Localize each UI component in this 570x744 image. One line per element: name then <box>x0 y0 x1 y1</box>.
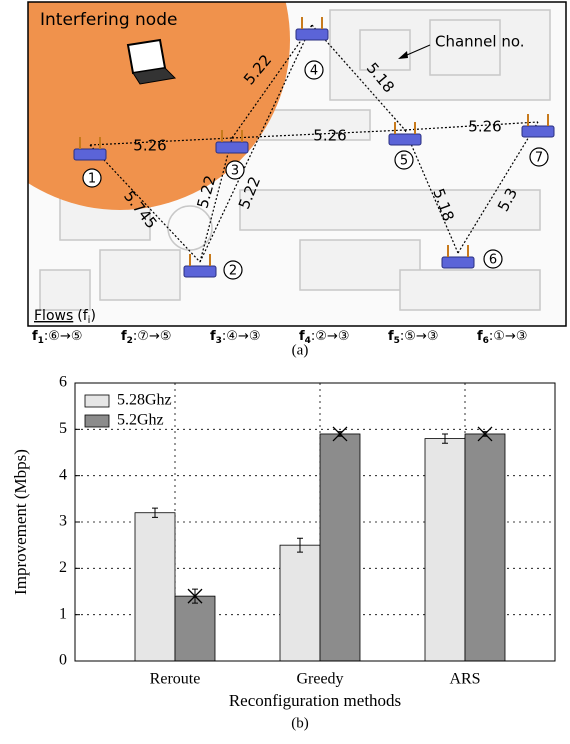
x-axis-title: Reconfiguration methods <box>229 691 401 710</box>
legend-swatch <box>85 395 109 407</box>
flow: f1:⑥→⑤ <box>32 329 83 346</box>
flow-route: :⑥→⑤ <box>44 329 83 344</box>
y-tick-label: 4 <box>59 466 67 483</box>
router <box>389 134 421 145</box>
y-tick-label: 0 <box>59 652 67 669</box>
figure: Interfering node Channel no. 5.265.225.1… <box>0 0 570 744</box>
router <box>442 257 474 268</box>
legend-label: 5.28Ghz <box>117 392 172 409</box>
node-label: 5 <box>400 154 408 169</box>
flows-close: ) <box>90 308 95 324</box>
node-label: 7 <box>535 151 543 166</box>
node-label: 3 <box>231 164 239 179</box>
bar <box>425 439 465 661</box>
y-axis-title: Improvement (Mbps) <box>11 449 30 595</box>
legend-label: 5.2Ghz <box>117 412 164 429</box>
flows-heading: Flows(fi) <box>34 308 96 326</box>
router <box>296 29 328 40</box>
legend-swatch <box>85 415 109 427</box>
bar <box>135 513 175 661</box>
x-tick-label: Reroute <box>150 671 201 688</box>
bar <box>465 434 505 661</box>
router <box>184 266 216 277</box>
annotation: Channel no. <box>435 33 525 51</box>
caption: (a) <box>292 342 309 358</box>
flow: f6:①→③ <box>477 329 528 346</box>
link-label: 5.26 <box>313 127 346 145</box>
flow-route: :①→③ <box>489 329 528 344</box>
router <box>74 149 106 160</box>
flow: f2:⑦→⑤ <box>121 329 172 346</box>
annotation: Interfering node <box>40 10 177 30</box>
link-label: 5.26 <box>133 137 166 155</box>
y-tick-label: 3 <box>59 513 67 530</box>
flow-route: :⑤→③ <box>400 329 439 344</box>
bar <box>280 545 320 661</box>
flow-route: :②→③ <box>311 329 350 344</box>
y-tick-label: 1 <box>59 605 67 622</box>
node-label: 1 <box>88 172 96 187</box>
router <box>522 126 554 137</box>
node-label: 6 <box>489 253 497 268</box>
flow-route: :⑦→⑤ <box>133 329 172 344</box>
flow: f3:④→③ <box>210 329 261 346</box>
link-label: 5.26 <box>468 118 501 136</box>
bar <box>320 434 360 661</box>
bar-chart: 0 1 2 3 4 5 6 Reroute Greedy ARS 5.28Ghz 5.2Ghz Reco… <box>11 374 555 732</box>
y-tick-label: 5 <box>59 420 67 437</box>
x-tick-label: Greedy <box>296 671 343 688</box>
flow-route: :④→③ <box>222 329 261 344</box>
page: Interfering node Channel no. 5.265.225.1… <box>0 0 570 744</box>
node-label: 2 <box>229 264 237 279</box>
router <box>216 142 248 153</box>
flows-word: Flows <box>34 308 73 324</box>
x-tick-label: ARS <box>449 671 480 688</box>
y-tick-label: 6 <box>59 374 67 391</box>
caption: (b) <box>291 715 309 731</box>
y-tick-label: 2 <box>59 559 67 576</box>
node-label: 4 <box>310 64 318 79</box>
flow: f5:⑤→③ <box>388 329 439 346</box>
bar <box>175 596 215 661</box>
